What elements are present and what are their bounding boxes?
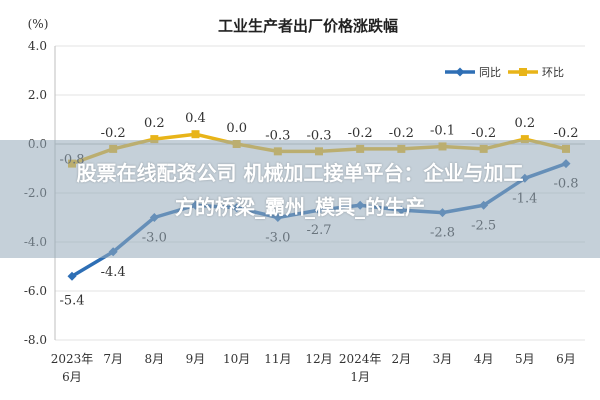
x-tick-label: 2月 [392, 352, 412, 366]
x-tick-label: 2023年 [51, 352, 94, 366]
mom-data-label: -0.2 [348, 126, 373, 141]
x-tick-label: 9月 [186, 352, 206, 366]
x-tick-labels: 2023年 6月 7月 8月 9月 10月 11月 12月 2024年 1月 2月 3月 4月 5月 6月 [51, 352, 576, 384]
x-tick-label: 1月 [350, 370, 370, 384]
mom-data-label: 0.0 [226, 121, 247, 136]
x-tick-label: 7月 [103, 352, 123, 366]
yoy-point [67, 271, 77, 281]
x-tick-label: 3月 [433, 352, 453, 366]
legend-swatch-marker [455, 67, 465, 77]
mom-data-label: -0.2 [101, 126, 126, 141]
x-tick-label: 12月 [305, 352, 332, 366]
mom-data-label: -0.1 [430, 123, 455, 138]
y-tick-label: -8.0 [24, 333, 47, 347]
mom-data-label: 0.2 [144, 116, 165, 131]
mom-data-label: 0.4 [185, 111, 206, 126]
y-tick-label: 2.0 [28, 88, 47, 102]
mom-point [191, 130, 200, 139]
banner-line-1: 股票在线配资公司 机械加工接单平台：企业与加工 [76, 161, 524, 185]
banner-text: 股票在线配资公司 机械加工接单平台：企业与加工 方的桥梁_霸州_模具_的生产 [0, 156, 600, 224]
mom-data-label: -0.3 [306, 128, 331, 143]
x-tick-label: 4月 [474, 352, 494, 366]
banner-overlay [0, 140, 600, 258]
mom-data-label: -0.2 [553, 126, 578, 141]
y-tick-label: 4.0 [28, 39, 47, 53]
x-tick-label: 11月 [264, 352, 291, 366]
x-tick-label: 10月 [223, 352, 250, 366]
mom-point [520, 135, 529, 144]
chart-title: 工业生产者出厂价格涨跌幅 [218, 17, 398, 35]
x-tick-label: 8月 [145, 352, 165, 366]
yoy-data-label: -5.4 [59, 293, 84, 308]
y-axis-unit: (%) [28, 17, 49, 31]
legend-swatch-marker [519, 68, 527, 76]
x-tick-label: 6月 [556, 352, 576, 366]
mom-point [150, 135, 159, 144]
x-tick-label: 2024年 [339, 352, 382, 366]
mom-data-label: -0.3 [265, 128, 290, 143]
legend: 同比 环比 [445, 66, 564, 79]
y-tick-label: -6.0 [24, 284, 47, 298]
mom-data-label: -0.2 [471, 126, 496, 141]
x-tick-label: 6月 [62, 370, 82, 384]
legend-label: 环比 [542, 66, 564, 79]
yoy-data-label: -4.4 [101, 265, 126, 280]
x-tick-label: 5月 [515, 352, 535, 366]
mom-data-label: -0.2 [389, 126, 414, 141]
legend-label: 同比 [479, 66, 501, 79]
banner-line-2: 方的桥梁_霸州_模具_的生产 [175, 195, 425, 219]
mom-data-label: 0.2 [514, 116, 535, 131]
